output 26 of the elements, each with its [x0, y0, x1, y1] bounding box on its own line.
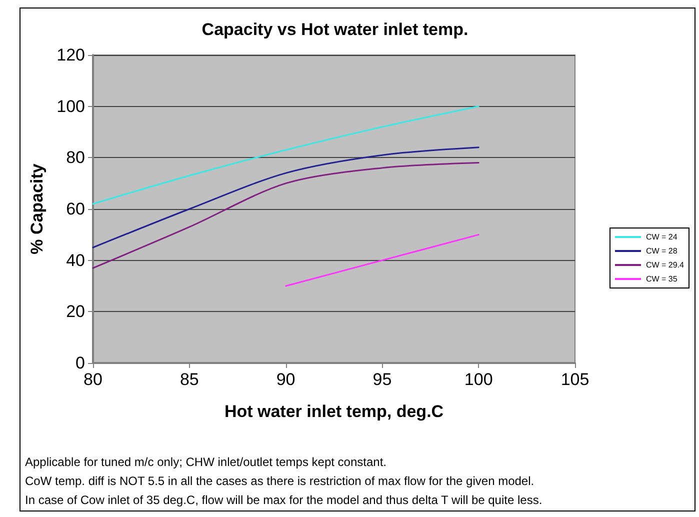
line-series: [92, 106, 480, 205]
text: Applicable for tuned m/c only; CHW inlet/outlet temps kept constant.: [25, 455, 387, 469]
legend-label: CW = 29.4: [646, 260, 685, 270]
x-tick-label: 85: [180, 370, 199, 389]
x-tick-label: 105: [560, 370, 590, 389]
y-tick-label: 40: [66, 250, 85, 270]
x-tick-label: 100: [464, 370, 493, 389]
chart-title: Capacity vs Hot water inlet temp.: [202, 20, 468, 39]
y-tick-label: 80: [66, 148, 85, 168]
legend-label: CW = 24: [646, 232, 678, 242]
x-tick-label: 95: [372, 370, 392, 389]
x-tick-label: 80: [84, 370, 102, 389]
y-tick-label: 100: [56, 96, 85, 116]
legend-label: CW = 28: [646, 246, 678, 256]
y-tick-label: 0: [76, 354, 85, 372]
x-tick-label: 90: [276, 370, 296, 389]
text: In case of Cow inlet of 35 deg.C, flow will be max for the model and thus delta T will be quite less.: [25, 493, 542, 507]
legend-label: CW = 35: [646, 274, 678, 284]
line-series: [92, 162, 480, 269]
line-series: [92, 146, 480, 248]
y-tick-label: 60: [66, 200, 85, 218]
y-tick-label: 120: [56, 46, 85, 64]
x-axis-title: Hot water inlet temp, deg.C: [224, 402, 444, 421]
y-axis-title: % Capacity: [28, 163, 47, 254]
text: CoW temp. diff is NOT 5.5 in all the cases as there is restriction of max flow for the given model.: [25, 474, 534, 488]
y-tick-label: 20: [66, 302, 85, 322]
